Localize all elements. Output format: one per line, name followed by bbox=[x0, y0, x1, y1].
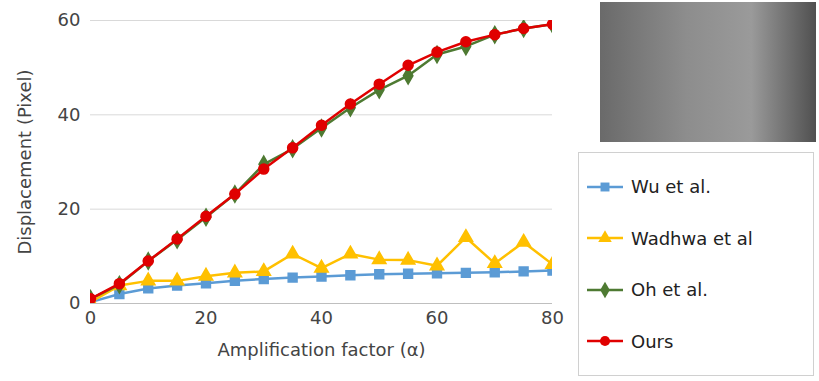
svg-text:Amplification factor (α): Amplification factor (α) bbox=[217, 339, 425, 360]
svg-text:80: 80 bbox=[541, 307, 564, 328]
svg-text:0: 0 bbox=[69, 292, 80, 313]
svg-text:Displacement (Pixel): Displacement (Pixel) bbox=[14, 69, 35, 254]
svg-text:60: 60 bbox=[58, 9, 81, 30]
svg-text:40: 40 bbox=[58, 104, 81, 125]
html-text:Wadhwa et al: Wadhwa et al bbox=[631, 227, 753, 249]
html-text:Ours: Ours bbox=[631, 330, 674, 352]
svg-text:20: 20 bbox=[195, 307, 218, 328]
svg-text:20: 20 bbox=[58, 198, 81, 219]
svg-text:60: 60 bbox=[426, 307, 449, 328]
svg-text:0: 0 bbox=[85, 307, 96, 328]
html-text:Oh et al.: Oh et al. bbox=[631, 279, 708, 301]
svg-text:40: 40 bbox=[310, 307, 333, 328]
html-text:Wu et al.: Wu et al. bbox=[631, 176, 711, 198]
